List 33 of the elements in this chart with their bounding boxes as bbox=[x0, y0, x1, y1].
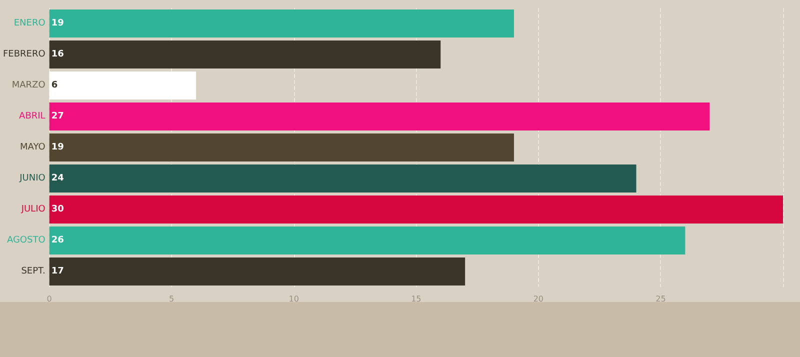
y-tick-label: JUNIO bbox=[18, 174, 46, 184]
y-tick-label: MAYO bbox=[20, 142, 46, 152]
data-label: 17 bbox=[51, 266, 64, 276]
data-label: 16 bbox=[51, 50, 64, 60]
x-tick-label: 0 bbox=[46, 294, 52, 304]
x-tick-label: 10 bbox=[288, 294, 299, 304]
bar bbox=[49, 258, 466, 286]
bar bbox=[49, 10, 514, 38]
bar bbox=[49, 164, 636, 192]
bar bbox=[49, 134, 514, 162]
data-label: 30 bbox=[51, 204, 64, 214]
y-tick-label: ABRIL bbox=[19, 112, 46, 122]
y-tick-label: FEBRERO bbox=[2, 50, 46, 60]
data-label: 27 bbox=[51, 112, 64, 122]
x-tick-label: 20 bbox=[533, 294, 544, 304]
x-tick-label: 25 bbox=[656, 294, 666, 304]
bar bbox=[49, 102, 710, 130]
y-tick-label: MARZO bbox=[12, 80, 46, 90]
x-tick-label: 15 bbox=[411, 294, 422, 304]
bar bbox=[49, 72, 196, 100]
x-tick-label: 5 bbox=[169, 294, 174, 304]
data-label: 19 bbox=[51, 18, 64, 28]
data-label: 24 bbox=[51, 174, 64, 184]
y-tick-label: ENERO bbox=[14, 18, 46, 28]
data-label: 19 bbox=[51, 142, 64, 152]
y-tick-label: SEPT. bbox=[21, 266, 46, 276]
data-label: 6 bbox=[51, 80, 58, 90]
y-tick-label: JULIO bbox=[20, 204, 46, 214]
bar bbox=[49, 40, 441, 68]
bar bbox=[49, 196, 783, 224]
y-tick-label: AGOSTO bbox=[6, 236, 46, 246]
data-label: 26 bbox=[51, 236, 64, 246]
bar bbox=[49, 226, 686, 254]
